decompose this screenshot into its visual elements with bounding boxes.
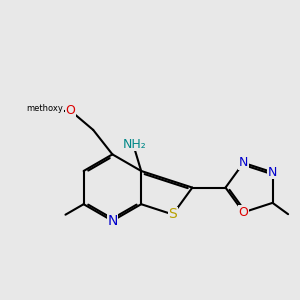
Text: S: S (168, 208, 177, 221)
Text: NH₂: NH₂ (122, 137, 146, 151)
Text: N: N (107, 214, 118, 228)
Text: N: N (239, 156, 248, 170)
Text: methoxy: methoxy (26, 104, 63, 113)
Text: N: N (268, 166, 277, 179)
Text: O: O (238, 206, 248, 219)
Text: O: O (65, 104, 75, 117)
